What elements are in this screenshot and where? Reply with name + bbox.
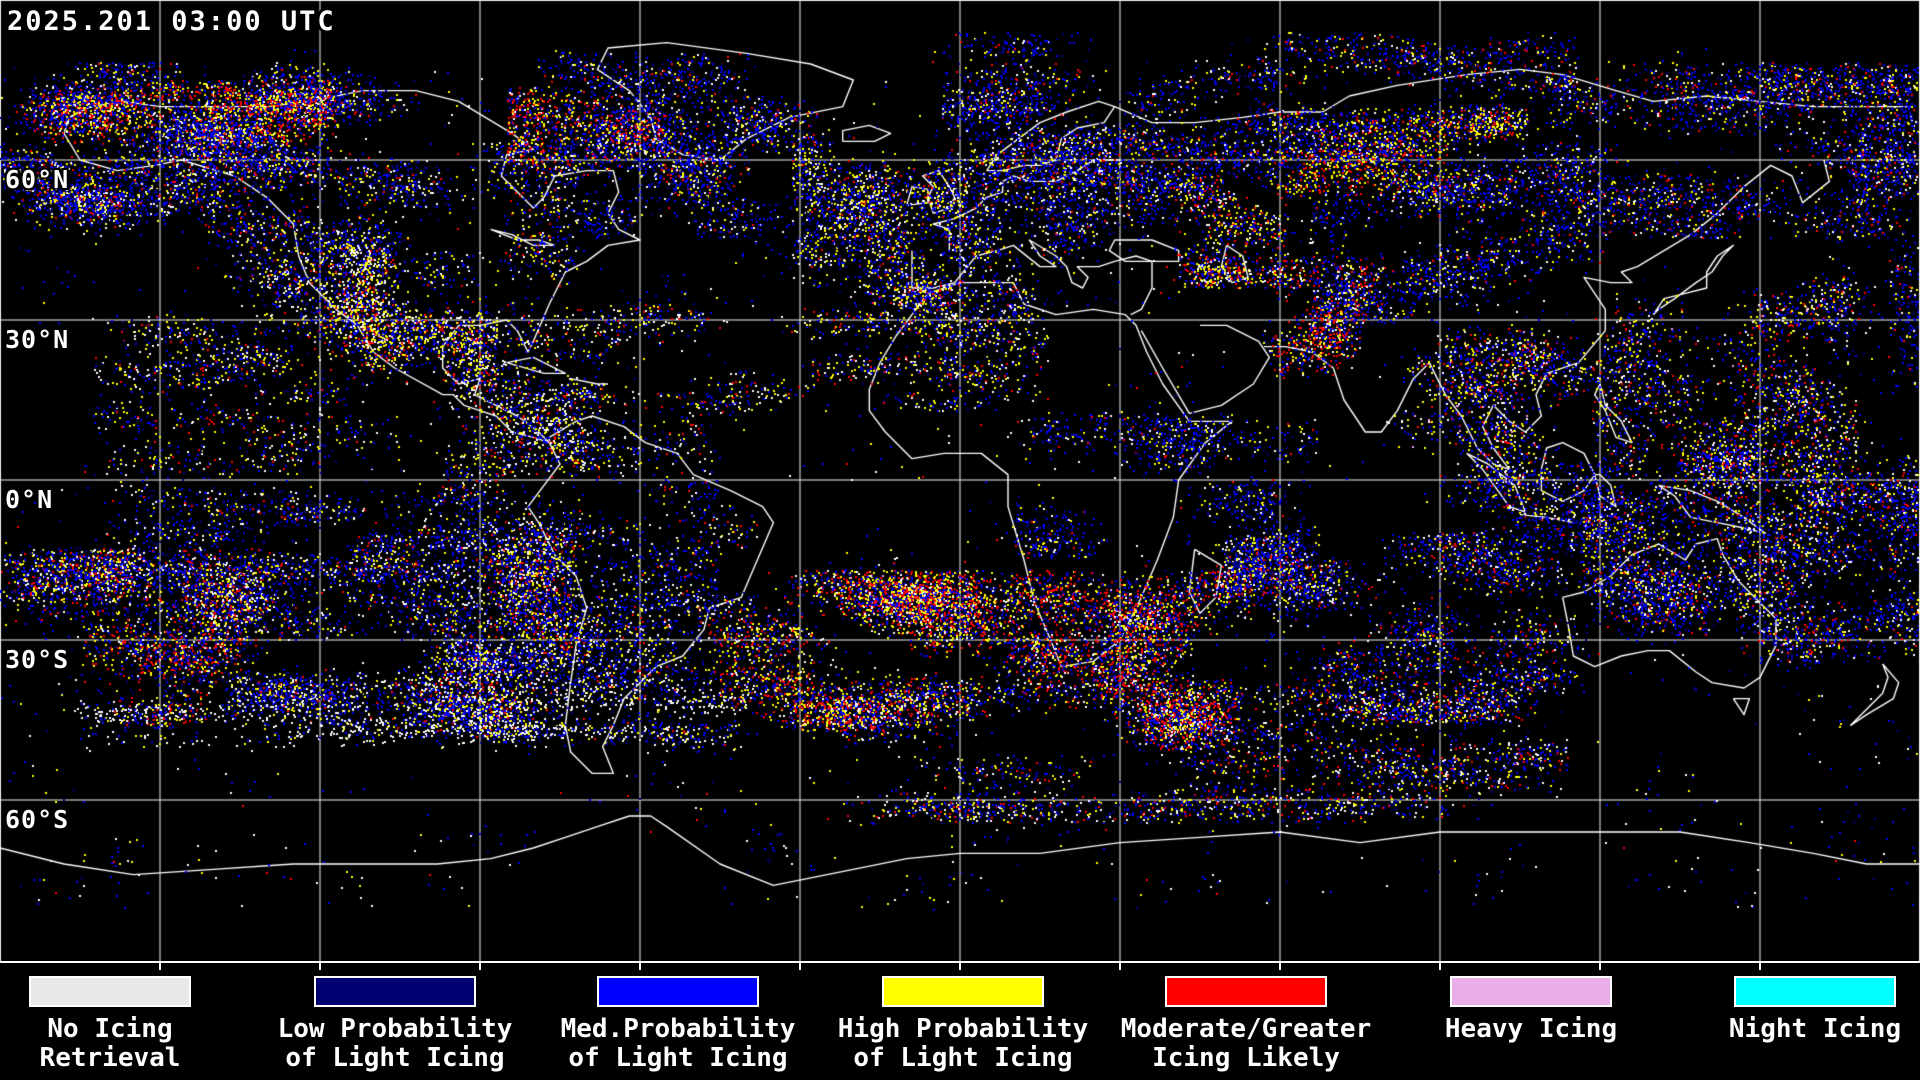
legend-swatch-no-icing [29, 976, 191, 1007]
legend-label-heavy: Heavy Icing [1445, 1015, 1617, 1044]
legend-label-no-icing: No Icing Retrieval [40, 1015, 181, 1073]
graticule-tick [1279, 963, 1281, 970]
legend-label-line1: Low Probability [277, 1014, 513, 1044]
world-icing-map-canvas [0, 0, 1920, 961]
legend-item-low-prob: Low Probability of Light Icing [278, 976, 512, 1073]
graticule-tick [1759, 963, 1761, 970]
legend-item-night: Night Icing [1729, 976, 1901, 1044]
legend-swatch-high-prob [882, 976, 1044, 1007]
legend-label-line2: of Light Icing [285, 1043, 505, 1073]
legend-label-line2: of Light Icing [853, 1043, 1073, 1073]
graticule-tick [319, 963, 321, 970]
map-legend-divider [0, 961, 1920, 963]
legend-label-line1: High Probability [837, 1014, 1089, 1044]
lat-label-30n: 30°N [5, 325, 70, 354]
legend-swatch-moderate [1165, 976, 1327, 1007]
graticule-tick [639, 963, 641, 970]
legend-label-high-prob: High Probability of Light Icing [838, 1015, 1088, 1073]
graticule-tick [799, 963, 801, 970]
legend-label-low-prob: Low Probability of Light Icing [278, 1015, 513, 1073]
lat-label-60n: 60°N [5, 165, 70, 194]
legend-label-moderate: Moderate/Greater Icing Likely [1121, 1015, 1371, 1073]
legend-label-line1: Heavy Icing [1444, 1014, 1618, 1044]
graticule-tick [1599, 963, 1601, 970]
graticule-tick [1439, 963, 1441, 970]
legend-item-high-prob: High Probability of Light Icing [838, 976, 1088, 1073]
legend-swatch-heavy [1450, 976, 1612, 1007]
legend-label-med-prob: Med.Probability of Light Icing [561, 1015, 796, 1073]
legend-label-night: Night Icing [1729, 1015, 1901, 1044]
legend-label-line2: Retrieval [39, 1043, 181, 1073]
legend-label-line2: Icing Likely [1152, 1043, 1340, 1073]
color-legend: No Icing Retrieval Low Probability of Li… [0, 963, 1920, 1080]
legend-label-line1: Med.Probability [560, 1014, 796, 1044]
legend-item-moderate: Moderate/Greater Icing Likely [1121, 976, 1371, 1073]
graticule-tick [479, 963, 481, 970]
graticule-tick [159, 963, 161, 970]
legend-item-no-icing: No Icing Retrieval [28, 976, 192, 1073]
timestamp-label: 2025.201 03:00 UTC [7, 6, 336, 37]
lat-label-30s: 30°S [5, 645, 70, 674]
lat-label-60s: 60°S [5, 805, 70, 834]
legend-label-line1: Night Icing [1728, 1014, 1902, 1044]
legend-label-line1: Moderate/Greater [1120, 1014, 1372, 1044]
legend-item-heavy: Heavy Icing [1445, 976, 1617, 1044]
legend-label-line2: of Light Icing [568, 1043, 788, 1073]
graticule-tick [1119, 963, 1121, 970]
legend-swatch-night [1734, 976, 1896, 1007]
legend-swatch-low-prob [314, 976, 476, 1007]
legend-swatch-med-prob [597, 976, 759, 1007]
legend-label-line1: No Icing [47, 1014, 173, 1044]
graticule-tick [959, 963, 961, 970]
legend-item-med-prob: Med.Probability of Light Icing [561, 976, 795, 1073]
lat-label-0n: 0°N [5, 485, 54, 514]
